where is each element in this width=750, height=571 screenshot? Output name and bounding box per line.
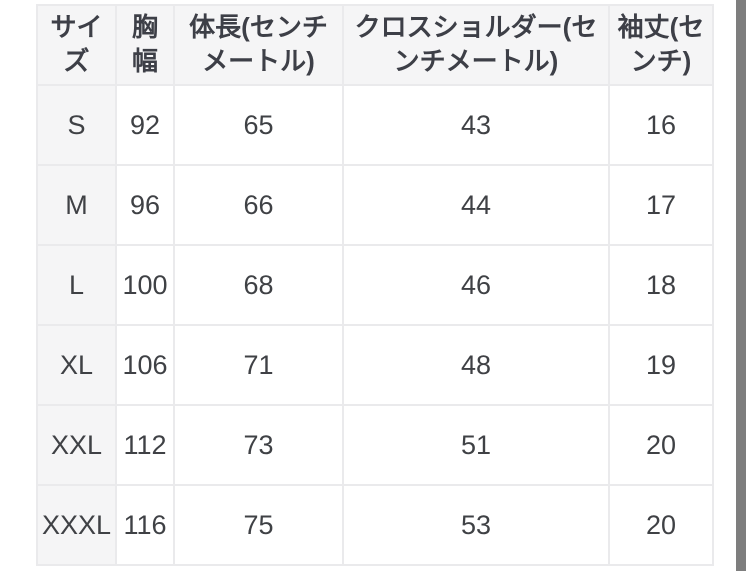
table-row: S 92 65 43 16 xyxy=(36,84,714,166)
sleeve-length-cell: 18 xyxy=(608,244,714,326)
table-row: XXL 112 73 51 20 xyxy=(36,404,714,486)
body-length-cell: 71 xyxy=(173,324,344,406)
sleeve-length-cell: 20 xyxy=(608,404,714,486)
body-length-cell: 65 xyxy=(173,84,344,166)
size-label-cell: XL xyxy=(36,324,117,406)
chest-width-cell: 106 xyxy=(115,324,175,406)
header-body-length: 体長(センチ メートル) xyxy=(173,4,344,86)
chest-width-cell: 112 xyxy=(115,404,175,486)
table-row: M 96 66 44 17 xyxy=(36,164,714,246)
size-label-cell: L xyxy=(36,244,117,326)
body-length-cell: 75 xyxy=(173,484,344,566)
header-chest-width: 胸 幅 xyxy=(115,4,175,86)
sleeve-length-cell: 20 xyxy=(608,484,714,566)
chest-width-cell: 116 xyxy=(115,484,175,566)
cross-shoulder-cell: 46 xyxy=(342,244,610,326)
scrollbar-track xyxy=(736,0,750,571)
scrollbar-thumb[interactable] xyxy=(736,0,746,571)
cross-shoulder-cell: 43 xyxy=(342,84,610,166)
cross-shoulder-cell: 53 xyxy=(342,484,610,566)
body-length-cell: 68 xyxy=(173,244,344,326)
header-size: サイ ズ xyxy=(36,4,117,86)
size-label-cell: XXL xyxy=(36,404,117,486)
sleeve-length-cell: 17 xyxy=(608,164,714,246)
sleeve-length-cell: 19 xyxy=(608,324,714,406)
size-label-cell: XXXL xyxy=(36,484,117,566)
size-label-cell: M xyxy=(36,164,117,246)
cross-shoulder-cell: 48 xyxy=(342,324,610,406)
body-length-cell: 73 xyxy=(173,404,344,486)
chest-width-cell: 100 xyxy=(115,244,175,326)
body-length-cell: 66 xyxy=(173,164,344,246)
chest-width-cell: 92 xyxy=(115,84,175,166)
sleeve-length-cell: 16 xyxy=(608,84,714,166)
table-row: L 100 68 46 18 xyxy=(36,244,714,326)
cross-shoulder-cell: 44 xyxy=(342,164,610,246)
header-cross-shoulder: クロスショルダー(セ ンチメートル) xyxy=(342,4,610,86)
size-chart-table: サイ ズ 胸 幅 体長(センチ メートル) クロスショルダー(セ ンチメートル)… xyxy=(36,4,714,566)
header-row: サイ ズ 胸 幅 体長(センチ メートル) クロスショルダー(セ ンチメートル)… xyxy=(36,4,714,86)
header-sleeve-length: 袖丈(セ ンチ) xyxy=(608,4,714,86)
chest-width-cell: 96 xyxy=(115,164,175,246)
table-row: XXXL 116 75 53 20 xyxy=(36,484,714,566)
cross-shoulder-cell: 51 xyxy=(342,404,610,486)
size-label-cell: S xyxy=(36,84,117,166)
table-row: XL 106 71 48 19 xyxy=(36,324,714,406)
